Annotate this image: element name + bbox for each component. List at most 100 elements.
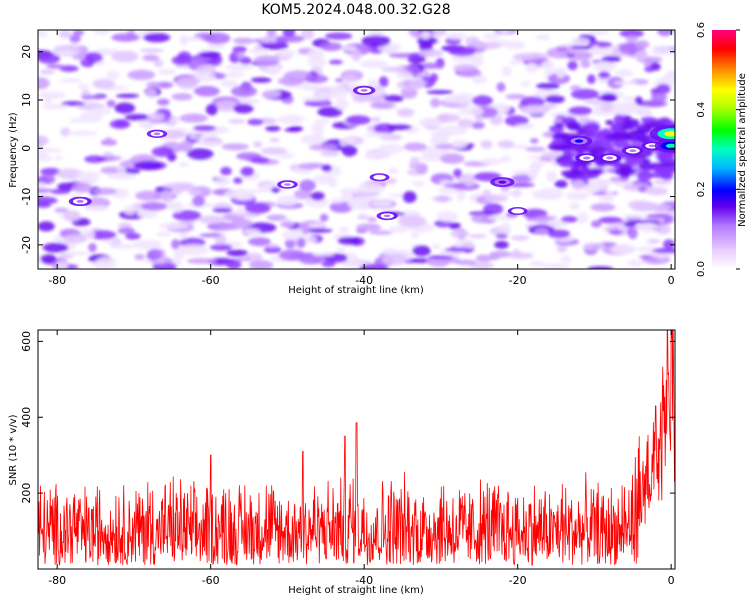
heatmap-cell bbox=[623, 221, 637, 228]
heatmap-cell bbox=[238, 97, 251, 103]
heatmap-cell bbox=[586, 30, 610, 36]
heatmap-cell bbox=[195, 140, 225, 146]
heatmap-cell bbox=[281, 230, 302, 241]
heatmap-cell bbox=[457, 106, 484, 116]
heatmap-cell bbox=[38, 188, 54, 193]
heatmap-cell bbox=[665, 70, 675, 79]
heatmap-cell bbox=[60, 127, 71, 137]
heatmap-cell bbox=[320, 42, 343, 52]
heatmap-cell bbox=[147, 112, 165, 122]
heatmap-cell bbox=[193, 85, 220, 97]
heatmap-cell bbox=[616, 91, 625, 99]
heatmap-cell bbox=[600, 93, 618, 102]
heatmap-cell bbox=[228, 119, 246, 124]
heatmap-cell bbox=[151, 146, 174, 157]
colorbar-tick-label: 0.6 bbox=[696, 22, 707, 38]
heatmap-cell bbox=[279, 49, 296, 58]
heatmap-cell bbox=[645, 213, 673, 219]
snr-x-tick-label: 0 bbox=[668, 574, 675, 587]
heatmap-cell bbox=[213, 72, 227, 80]
heatmap-cell bbox=[277, 114, 305, 125]
heatmap-cell bbox=[439, 179, 452, 185]
heatmap-cell bbox=[204, 32, 231, 45]
heatmap-cell bbox=[361, 35, 391, 47]
heatmap-cell bbox=[419, 62, 443, 69]
heatmap-cell bbox=[657, 30, 673, 37]
heatmap-cell bbox=[92, 78, 116, 89]
heatmap-cell bbox=[59, 30, 72, 39]
heatmap-cell bbox=[554, 122, 564, 128]
heatmap-cell bbox=[584, 130, 606, 139]
heatmap-cell bbox=[214, 176, 231, 186]
heatmap-cell bbox=[56, 260, 68, 269]
heatmap-cell bbox=[556, 47, 569, 52]
heatmap-cell bbox=[225, 64, 254, 71]
heatmap-hotspots bbox=[68, 85, 675, 221]
heatmap-cell bbox=[529, 138, 539, 144]
heatmap-cell bbox=[111, 50, 139, 63]
heatmap-cell bbox=[650, 45, 673, 56]
heatmap-cell bbox=[532, 194, 561, 200]
heatmap-cell bbox=[107, 172, 136, 180]
heatmap-cell bbox=[372, 150, 392, 159]
heatmap-cell bbox=[619, 124, 635, 131]
heatmap-cell bbox=[432, 195, 453, 202]
heatmap-cell bbox=[535, 215, 557, 220]
heatmap-cell bbox=[515, 123, 536, 129]
heatmap-cell bbox=[207, 43, 225, 50]
heatmap-cell bbox=[247, 49, 269, 54]
heatmap-cell bbox=[269, 137, 280, 143]
heatmap-cell bbox=[613, 139, 631, 149]
heatmap-cell bbox=[199, 233, 221, 238]
heatmap-cell bbox=[387, 167, 399, 175]
heatmap-cell bbox=[308, 222, 328, 228]
heatmap-cell bbox=[301, 30, 315, 40]
heatmap-cell bbox=[314, 119, 331, 124]
heatmap-cell bbox=[330, 198, 345, 204]
heatmap-cell bbox=[325, 32, 353, 40]
heatmap-cell bbox=[468, 234, 488, 239]
heatmap-cell bbox=[301, 223, 310, 235]
heatmap-cell bbox=[265, 125, 281, 132]
heatmap-cell bbox=[75, 171, 102, 180]
heatmap-cell bbox=[609, 229, 624, 235]
heatmap-cell bbox=[157, 98, 170, 106]
heatmap-cell bbox=[172, 210, 202, 221]
heatmap-cell bbox=[338, 226, 350, 233]
heatmap-cell bbox=[370, 102, 393, 109]
heatmap-cell bbox=[429, 73, 438, 83]
heatmap-cell bbox=[371, 200, 393, 208]
heatmap-cell bbox=[105, 155, 122, 161]
heatmap-cell bbox=[42, 242, 69, 253]
heatmap-cell bbox=[52, 50, 79, 56]
heatmap-cell bbox=[226, 249, 249, 257]
heatmap-cell bbox=[520, 96, 545, 107]
heatmap-cell bbox=[69, 34, 81, 43]
heatmap-cell bbox=[179, 140, 193, 153]
heatmap-cell bbox=[593, 101, 602, 114]
heatmap-cell bbox=[529, 260, 545, 267]
heatmap-cell bbox=[145, 88, 157, 98]
heatmap-cell bbox=[535, 34, 551, 41]
heatmap-cell bbox=[625, 35, 638, 43]
heatmap-cell bbox=[277, 76, 304, 86]
heatmap-cell bbox=[96, 256, 117, 269]
heatmap-cell bbox=[545, 94, 565, 104]
heatmap-cell bbox=[40, 167, 61, 176]
heatmap-cell bbox=[570, 37, 591, 45]
heatmap-hotspot-core bbox=[498, 180, 507, 184]
heatmap-cell bbox=[363, 132, 391, 138]
snr-x-tick-label: -40 bbox=[355, 574, 373, 587]
heatmap-cell bbox=[471, 214, 493, 224]
heatmap-cell bbox=[510, 169, 537, 175]
heatmap-cell bbox=[38, 147, 63, 153]
heatmap-cell bbox=[448, 47, 476, 57]
heatmap-cell bbox=[135, 190, 163, 201]
heatmap-cell bbox=[619, 30, 644, 38]
heatmap-cell bbox=[143, 121, 153, 131]
heatmap-cell bbox=[38, 136, 46, 148]
heatmap-cell bbox=[143, 32, 171, 43]
heatmap-hotspot-core bbox=[629, 149, 637, 153]
heatmap-cell bbox=[38, 155, 53, 162]
heatmap-cell bbox=[613, 114, 624, 125]
